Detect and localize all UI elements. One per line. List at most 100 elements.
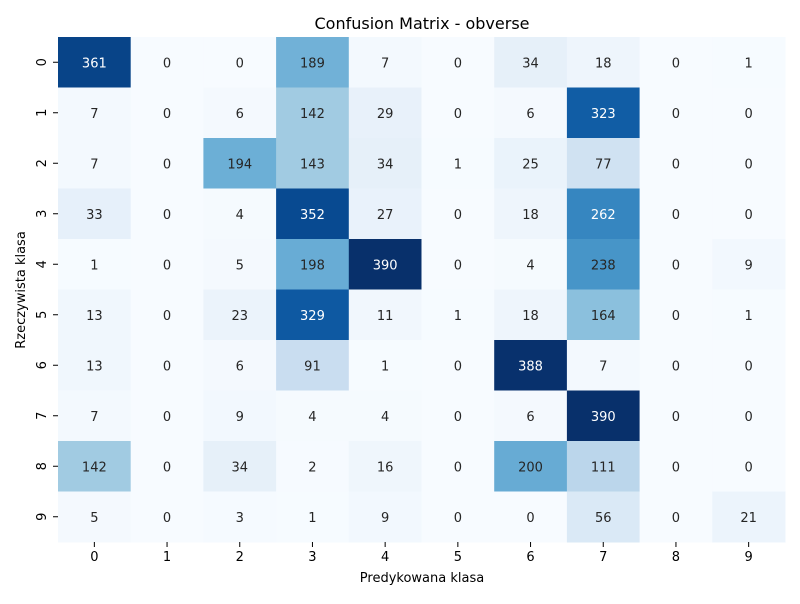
heatmap-cell [566, 138, 641, 189]
cell-value-label: 13 [86, 309, 103, 324]
y-axis: 0 1 2 3 4 5 6 7 8 9 [35, 58, 58, 521]
cell-value-label: 18 [522, 208, 539, 223]
heatmap-cell [276, 340, 350, 391]
heatmap-cell [566, 491, 641, 543]
cell-value-label: 7 [599, 359, 607, 374]
heatmap-cell [348, 289, 422, 341]
cell-value-label: 0 [745, 107, 753, 122]
cell-value-label: 0 [745, 410, 753, 425]
cell-value-label: 390 [591, 410, 616, 425]
heatmap-cell [276, 37, 350, 88]
heatmap-cell [494, 37, 568, 88]
heatmap-cell [203, 188, 277, 240]
heatmap-cell [130, 239, 204, 290]
heatmap-cell [494, 491, 568, 543]
heatmap-cell [712, 37, 786, 88]
heatmap-cell [639, 390, 713, 442]
heatmap-cell [58, 138, 132, 189]
heatmap-cell [639, 37, 713, 88]
cell-value-label: 6 [526, 107, 534, 122]
heatmap-cell [494, 441, 568, 492]
heatmap-cell [203, 340, 277, 391]
heatmap-cell [203, 37, 277, 88]
cell-value-label: 0 [672, 208, 680, 223]
heatmap-cell [58, 37, 132, 88]
cell-value-label: 77 [595, 157, 612, 172]
cell-value-label: 0 [163, 511, 171, 526]
cell-value-label: 0 [454, 56, 462, 71]
y-axis-label: Rzeczywista klasa [14, 231, 29, 349]
cell-value-label: 352 [300, 208, 325, 223]
heatmap-cell [639, 87, 713, 139]
x-tick-label: 5 [454, 550, 462, 565]
heatmap-cell [58, 239, 132, 290]
heatmap-cell [494, 87, 568, 139]
x-tick-label: 3 [308, 550, 316, 565]
heatmap-cell [421, 188, 495, 240]
heatmap-cell [130, 441, 204, 492]
heatmap-cell [276, 441, 350, 492]
cell-value-label: 4 [308, 410, 316, 425]
heatmap-cell [712, 188, 786, 240]
cell-value-label: 323 [591, 107, 616, 122]
heatmap-cell [421, 390, 495, 442]
heatmap-cell [421, 491, 495, 543]
heatmap-cell [203, 239, 277, 290]
cell-value-label: 0 [454, 460, 462, 475]
cell-value-label: 0 [672, 460, 680, 475]
y-tick-label: 7 [35, 412, 50, 420]
heatmap-cell [276, 390, 350, 442]
heatmap-cell [494, 289, 568, 341]
heatmap-cell [130, 87, 204, 139]
cell-value-label: 25 [522, 157, 539, 172]
heatmap-cell [639, 239, 713, 290]
cell-value-label: 3 [236, 511, 244, 526]
heatmap-cell [421, 441, 495, 492]
heatmap-cell [421, 138, 495, 189]
x-tick-label: 7 [599, 550, 607, 565]
cell-value-label: 0 [745, 157, 753, 172]
heatmap-cell [58, 340, 132, 391]
heatmap-cell [566, 188, 641, 240]
cell-value-label: 0 [672, 157, 680, 172]
cell-value-label: 0 [163, 258, 171, 273]
cell-value-label: 0 [526, 511, 534, 526]
cell-value-label: 0 [672, 309, 680, 324]
heatmap-cell [712, 491, 786, 543]
cell-value-label: 0 [454, 359, 462, 374]
y-tick-label: 3 [35, 210, 50, 218]
heatmap-cell [276, 289, 350, 341]
heatmap-cell [348, 239, 422, 290]
cell-value-label: 21 [740, 511, 757, 526]
heatmap-cell [566, 239, 641, 290]
heatmap-cell [494, 138, 568, 189]
cell-value-label: 9 [745, 258, 753, 273]
cell-value-label: 91 [304, 359, 321, 374]
heatmap-cell [639, 491, 713, 543]
cell-value-label: 34 [377, 157, 394, 172]
heatmap-cell [494, 239, 568, 290]
cell-value-label: 18 [595, 56, 612, 71]
cell-value-label: 0 [163, 208, 171, 223]
x-tick-label: 0 [90, 550, 98, 565]
cell-value-label: 9 [236, 410, 244, 425]
y-tick-label: 0 [35, 58, 50, 66]
heatmap-cell [130, 390, 204, 442]
heatmap-cells [58, 37, 786, 543]
cell-value-label: 388 [518, 359, 543, 374]
heatmap-cell [566, 340, 641, 391]
cell-value-label: 0 [163, 410, 171, 425]
heatmap-cell [348, 390, 422, 442]
chart-title: Confusion Matrix - obverse [314, 14, 529, 33]
cell-value-label: 1 [745, 56, 753, 71]
heatmap-cell [58, 188, 132, 240]
heatmap-cell [130, 340, 204, 391]
heatmap-cell [348, 138, 422, 189]
heatmap-cell [494, 390, 568, 442]
heatmap-cell [58, 390, 132, 442]
cell-value-label: 0 [163, 157, 171, 172]
cell-value-label: 18 [522, 309, 539, 324]
cell-value-label: 6 [236, 107, 244, 122]
cell-value-label: 0 [672, 359, 680, 374]
cell-value-label: 200 [518, 460, 543, 475]
